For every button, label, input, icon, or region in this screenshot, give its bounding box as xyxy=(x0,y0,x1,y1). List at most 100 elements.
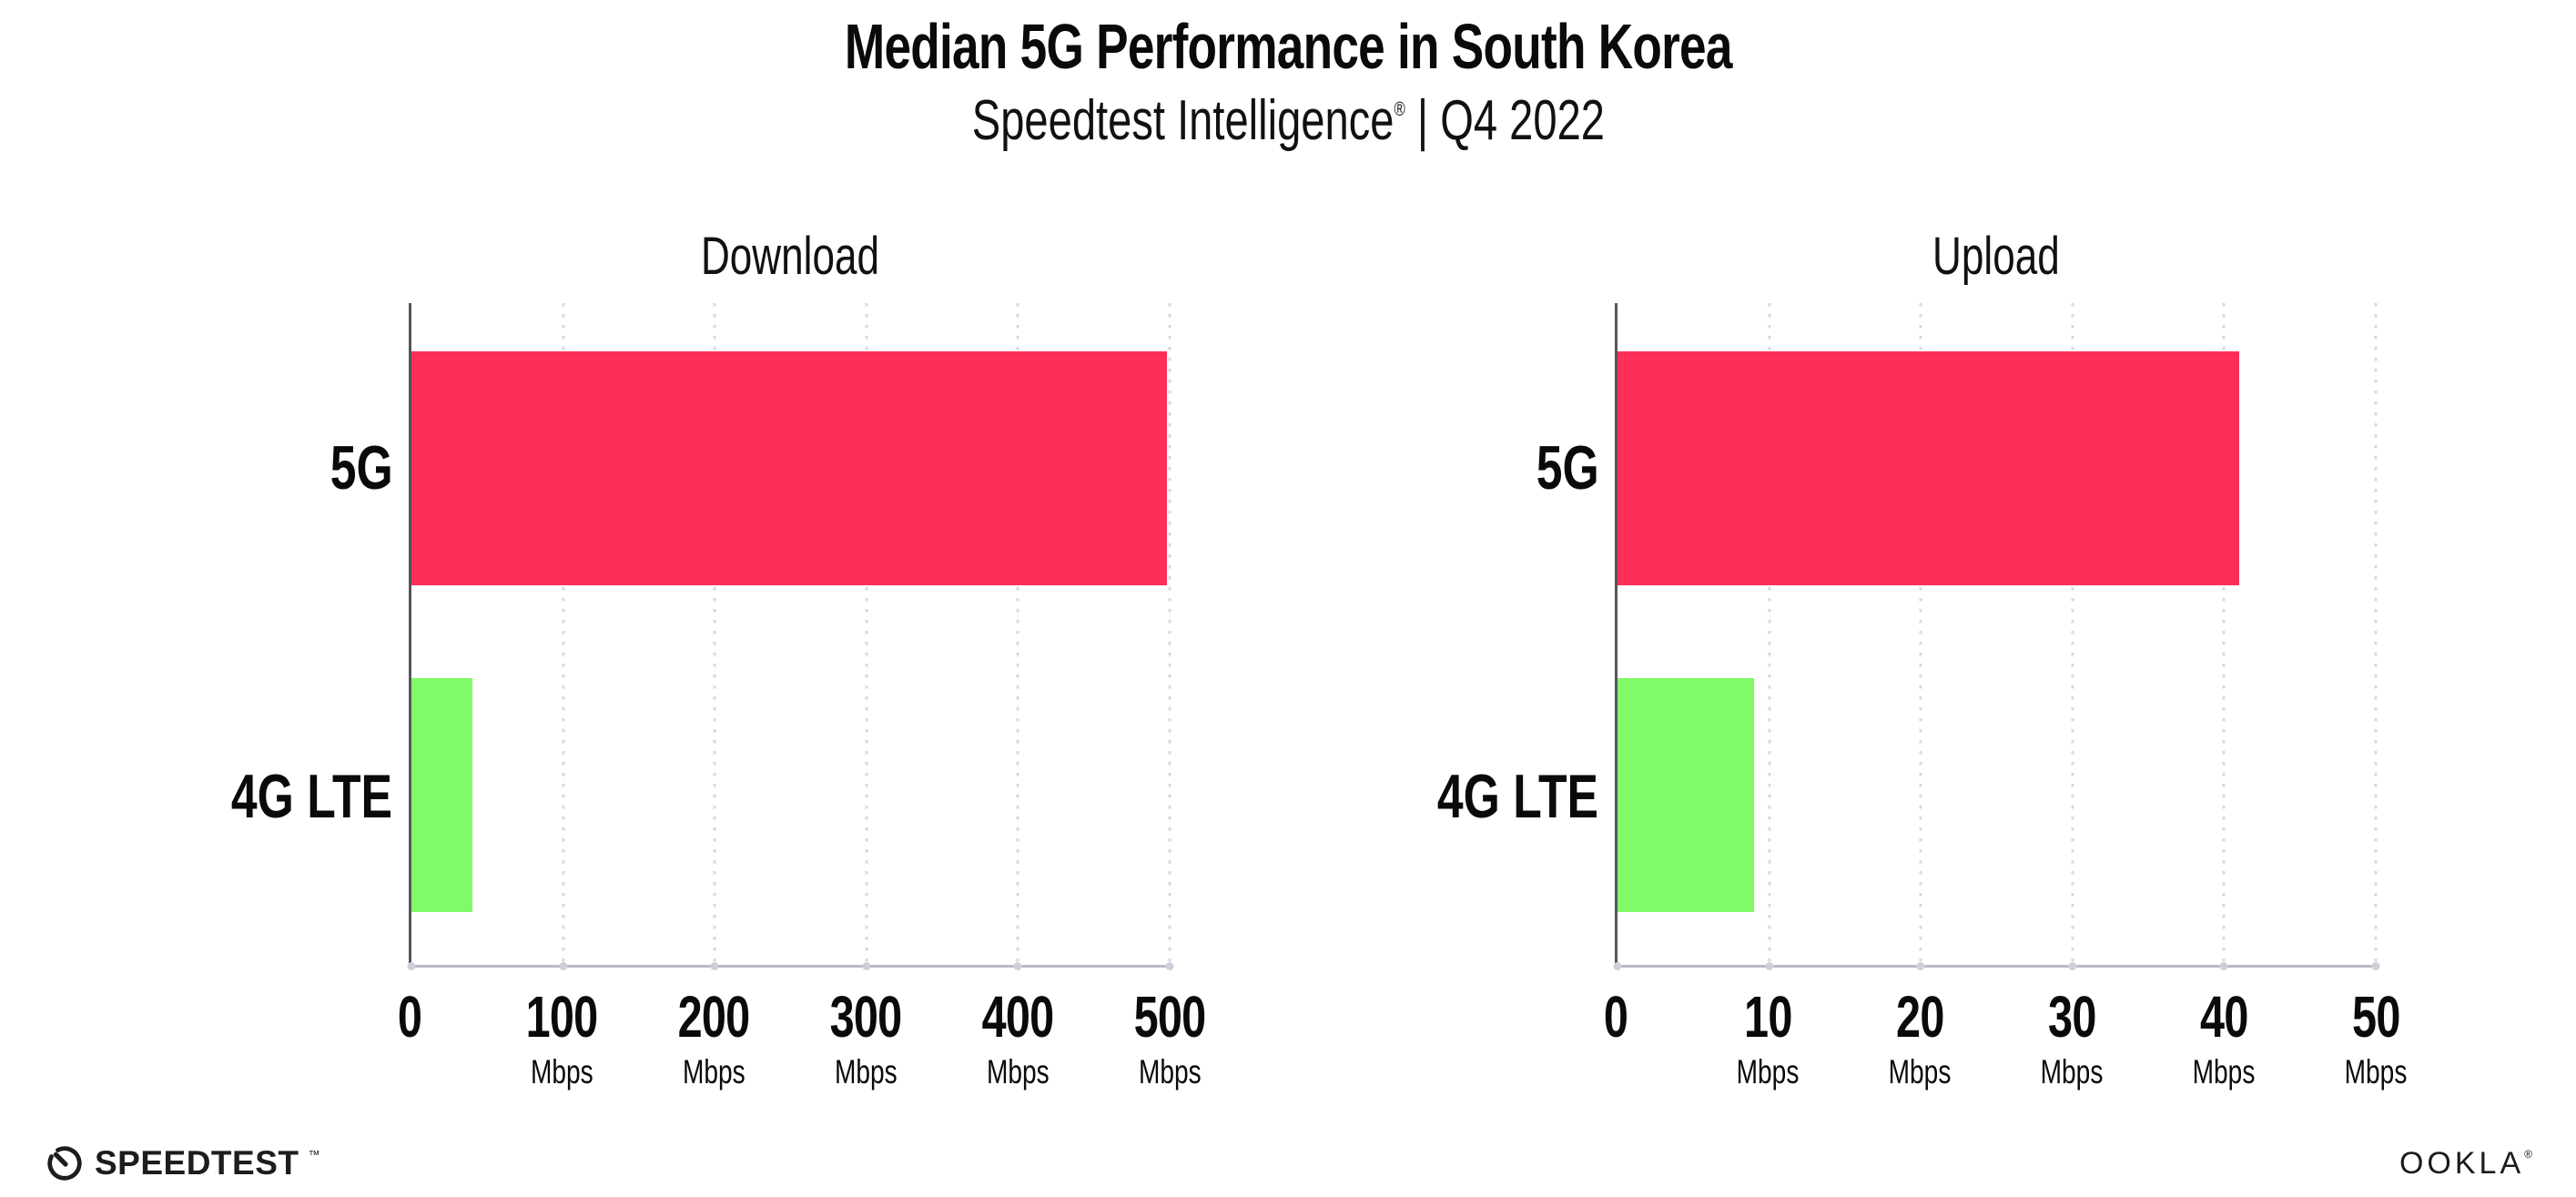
x-tick-unit-text: Mbps xyxy=(1888,1053,1952,1090)
speedtest-wordmark: SPEEDTEST xyxy=(95,1144,299,1182)
x-tick-unit: Mbps xyxy=(514,1055,609,1089)
x-tick-unit-text: Mbps xyxy=(2040,1053,2104,1090)
x-tick-unit: Mbps xyxy=(1122,1055,1217,1089)
upload-chart-title: Upload xyxy=(1616,226,2376,303)
category-label-text: 4G LTE xyxy=(231,762,393,831)
axis-tick-dot-0 xyxy=(407,962,416,970)
subtitle-period: | Q4 2022 xyxy=(1405,88,1605,152)
page-subtitle-text: Speedtest Intelligence® | Q4 2022 xyxy=(971,88,1605,152)
x-tick-0: 0 xyxy=(1600,988,1632,1046)
x-tick-unit: Mbps xyxy=(2183,1055,2265,1089)
page-title-text: Median 5G Performance in South Korea xyxy=(844,11,1733,82)
download-chart-title: Download xyxy=(410,226,1170,303)
charts-row: Download 5G 4G LTE 0 100 Mbps 200 Mbps 300 Mbps… xyxy=(200,226,2408,1111)
x-tick-value: 400 xyxy=(970,988,1065,1046)
x-tick-value: 10 xyxy=(1727,988,1809,1046)
x-tick-value: 0 xyxy=(1600,988,1632,1046)
ookla-logo: OOKLA® xyxy=(2399,1146,2532,1182)
x-tick-value-text: 50 xyxy=(2351,984,2400,1050)
category-label-4g-lte: 4G LTE xyxy=(1386,761,1598,832)
gridline-30 xyxy=(2071,303,2074,965)
footer: SPEEDTEST ™ OOKLA® xyxy=(44,1142,2532,1184)
axis-tick-dot-0 xyxy=(1613,962,1622,970)
x-tick-value: 500 xyxy=(1122,988,1217,1046)
gridline-10 xyxy=(1768,303,1771,965)
x-tick-0: 0 xyxy=(394,988,426,1046)
upload-chart-title-text: Upload xyxy=(1932,227,2060,286)
x-tick-unit: Mbps xyxy=(970,1055,1065,1089)
axis-tick-dot-300 xyxy=(862,962,871,970)
speedtest-logo: SPEEDTEST ™ xyxy=(44,1142,320,1184)
category-label-5g: 5G xyxy=(1516,432,1599,503)
gridline-500 xyxy=(1168,303,1171,965)
page-subtitle: Speedtest Intelligence® | Q4 2022 xyxy=(0,88,2576,152)
axis-tick-dot-40 xyxy=(2219,962,2228,970)
x-tick-40: 40 Mbps xyxy=(2183,988,2265,1089)
x-tick-value-text: 300 xyxy=(829,984,903,1050)
x-tick-value-text: 10 xyxy=(1743,984,1792,1050)
download-chart-title-text: Download xyxy=(700,227,879,286)
axis-tick-dot-30 xyxy=(2068,962,2077,970)
gridline-400 xyxy=(1016,303,1019,965)
download-y-axis-labels: 5G 4G LTE xyxy=(200,303,409,965)
download-chart: Download 5G 4G LTE 0 100 Mbps 200 Mbps 300 Mbps… xyxy=(200,226,1206,1111)
x-tick-value: 40 xyxy=(2183,988,2265,1046)
x-tick-unit-text: Mbps xyxy=(530,1053,593,1090)
upload-y-axis-labels: 5G 4G LTE xyxy=(1406,303,1615,965)
download-chart-body: 5G 4G LTE xyxy=(200,303,1174,970)
bar-4g-lte xyxy=(1618,678,1755,912)
bar-5g xyxy=(411,351,1167,585)
axis-tick-dot-200 xyxy=(710,962,719,970)
x-tick-unit: Mbps xyxy=(2031,1055,2113,1089)
gridline-20 xyxy=(1919,303,1922,965)
category-label-4g-lte: 4G LTE xyxy=(180,761,392,832)
x-tick-value: 20 xyxy=(1879,988,1961,1046)
gridline-200 xyxy=(713,303,716,965)
x-tick-value-text: 20 xyxy=(1895,984,1944,1050)
x-tick-value: 100 xyxy=(514,988,609,1046)
category-label-text: 5G xyxy=(1536,433,1599,502)
upload-x-axis-ticks: 0 10 Mbps 20 Mbps 30 Mbps 40 Mbps 50 Mbps xyxy=(1604,965,2408,1111)
x-tick-unit: Mbps xyxy=(818,1055,913,1089)
axis-tick-dot-500 xyxy=(1165,962,1174,970)
axis-tick-dot-20 xyxy=(1916,962,1925,970)
upload-chart: Upload 5G 4G LTE 0 10 Mbps 20 Mbps 30 Mbps 40 Mbp… xyxy=(1406,226,2408,1111)
x-tick-unit-text: Mbps xyxy=(2192,1053,2256,1090)
x-tick-200: 200 Mbps xyxy=(666,988,761,1089)
x-tick-unit: Mbps xyxy=(2335,1055,2417,1089)
page-title: Median 5G Performance in South Korea xyxy=(0,11,2576,82)
x-tick-value-text: 0 xyxy=(1603,984,1628,1050)
registered-mark: ® xyxy=(1394,96,1405,120)
x-tick-value-text: 0 xyxy=(397,984,422,1050)
category-label-text: 5G xyxy=(330,433,393,502)
category-label-5g: 5G xyxy=(310,432,393,503)
axis-tick-dot-100 xyxy=(559,962,568,970)
download-plot-area xyxy=(407,303,1174,970)
x-tick-400: 400 Mbps xyxy=(970,988,1065,1089)
gridline-40 xyxy=(2222,303,2226,965)
gridline-300 xyxy=(865,303,868,965)
x-tick-20: 20 Mbps xyxy=(1879,988,1961,1089)
bar-5g xyxy=(1618,351,2240,585)
trademark-mark: ™ xyxy=(308,1147,320,1161)
x-tick-unit-text: Mbps xyxy=(682,1053,745,1090)
x-tick-100: 100 Mbps xyxy=(514,988,609,1089)
x-tick-value: 30 xyxy=(2031,988,2113,1046)
gridline-100 xyxy=(562,303,565,965)
x-tick-value-text: 400 xyxy=(981,984,1055,1050)
x-tick-value: 200 xyxy=(666,988,761,1046)
x-tick-value-text: 30 xyxy=(2047,984,2096,1050)
x-tick-value: 50 xyxy=(2335,988,2417,1046)
x-tick-500: 500 Mbps xyxy=(1122,988,1217,1089)
x-tick-value-text: 500 xyxy=(1133,984,1207,1050)
x-tick-value-text: 100 xyxy=(525,984,599,1050)
x-tick-value: 0 xyxy=(394,988,426,1046)
x-tick-50: 50 Mbps xyxy=(2335,988,2417,1089)
x-tick-value: 300 xyxy=(818,988,913,1046)
category-label-text: 4G LTE xyxy=(1437,762,1599,831)
x-tick-value-text: 40 xyxy=(2199,984,2248,1050)
x-tick-value-text: 200 xyxy=(677,984,751,1050)
x-tick-unit: Mbps xyxy=(666,1055,761,1089)
upload-chart-body: 5G 4G LTE xyxy=(1406,303,2380,970)
